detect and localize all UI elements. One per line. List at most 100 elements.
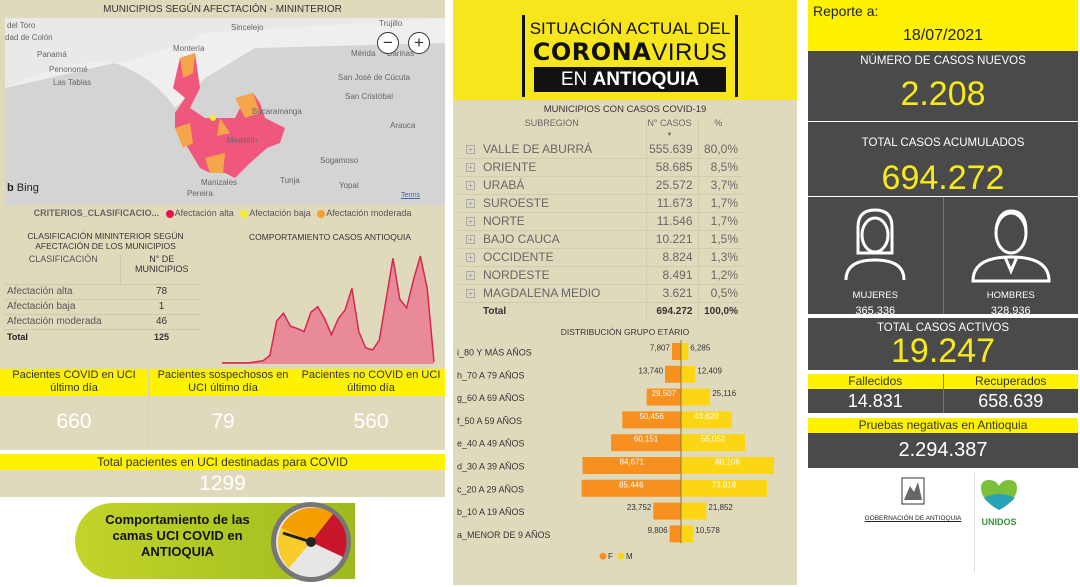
legend-item[interactable]: Afectación moderada [326,208,412,218]
sort-header-cell[interactable]: N° CASOS ▼ [645,118,698,140]
subregion-name: URABÁ [483,178,525,192]
uci-stats: Pacientes COVID en UCI último día 660 Pac… [0,369,445,448]
bar-m[interactable] [681,434,746,452]
bar-m-label: 73,918 [712,480,737,489]
bar-f[interactable] [665,365,681,383]
subregion-name: BAJO CAUCA [483,232,560,246]
outcomes-card: Fallecidos 14.831 Recuperados 658.639 [808,374,1078,413]
class-table-title: CLASIFICACIÓN MININTERIOR SEGÚN AFECTACI… [27,231,184,251]
deaths-label: Fallecidos [808,374,943,389]
bar-f[interactable] [671,343,681,360]
age-pyramid-chart: i_80 Y MÁS AÑOS 7,807 6,285 h_70 A 79 AÑOS 1… [457,340,775,561]
report-date: 18/07/2021 [902,27,984,44]
new-cases-label: NÚMERO DE CASOS NUEVOS [860,55,1026,67]
uci-stat-value: 560 [353,410,389,433]
map-label: Yopal [339,181,359,190]
map-label: Montería [173,44,205,53]
header-banner: SITUACIÓN ACTUAL DEL CORONAVIRUS EN ANTI… [453,0,797,100]
expand-icon[interactable]: + [466,217,475,227]
map-label: Arauca [390,121,416,130]
cell: 1 [120,299,200,315]
table-row: Afectación moderada 46 [4,314,200,330]
bar-m[interactable] [681,479,767,497]
bing-logo: b Bing [7,182,39,194]
bar-f[interactable] [582,457,681,474]
bar-f[interactable] [611,434,681,452]
new-cases-value: 2.208 [900,75,986,113]
map-label: Bucaramanga [252,107,302,116]
legend-item[interactable]: Afectación alta [174,208,234,218]
total-cases-value: 694.272 [881,159,1005,197]
bing-icon: b [7,182,14,194]
cell: 555.639 [645,140,698,159]
map[interactable]: del Toro dad de Colón Panamá Penonomé La… [5,18,445,205]
expand-icon[interactable]: + [466,235,475,245]
bar-m[interactable] [681,502,707,520]
negative-tests-label: Pruebas negativas en Antioquia [808,418,1078,433]
expand-icon[interactable]: + [466,289,475,299]
table-row[interactable]: + NORDESTE 8.491 1,2% [458,266,743,285]
table-row[interactable]: + SUROESTE 11.673 1,7% [458,194,743,213]
map-label: Sincelejo [231,23,264,32]
cell: 0,5% [697,284,743,303]
cell: Afectación alta [4,284,120,300]
zoom-in-button[interactable]: + [408,32,430,54]
legend-f-dot-icon [599,552,607,560]
uci-stat: Pacientes sospechosos en UCI último día 7… [148,369,297,448]
bar-m[interactable] [681,343,689,360]
table-row[interactable]: + URABÁ 25.572 3,7% [458,176,743,195]
map-label: Panamá [37,50,67,59]
bar-f[interactable] [653,502,681,520]
cell: 100,0% [697,302,743,320]
expand-icon[interactable]: + [466,199,475,209]
bar-m[interactable] [681,365,696,383]
header-corona: CORONA [532,38,652,66]
uci-total-value: 1299 [199,472,246,495]
table-row[interactable]: + VALLE DE ABURRÁ 555.639 80,0% [458,140,743,159]
table-row[interactable]: + BAJO CAUCA 10.221 1,5% [458,230,743,249]
cell: 11.546 [645,212,698,231]
cell: 10.221 [645,230,698,249]
cell: 3.621 [645,284,698,303]
legend-m[interactable]: M [626,552,633,561]
bar-f[interactable] [622,411,681,429]
cell: Afectación baja [4,299,120,315]
zoom-out-button[interactable]: − [377,32,399,54]
expand-icon[interactable]: + [466,145,475,155]
bar-m[interactable] [681,457,775,474]
cell: + SUROESTE [458,194,646,213]
expand-icon[interactable]: + [466,271,475,281]
bar-f[interactable] [646,388,681,406]
bar-f[interactable] [669,525,681,543]
header-cell[interactable]: SUBREGION [524,118,579,128]
table-row[interactable]: + OCCIDENTE 8.824 1,3% [458,248,743,267]
uci-stat-label: Pacientes COVID en UCI último día [12,369,136,394]
deaths-stat: Fallecidos 14.831 [808,374,944,413]
header-label: N° CASOS [647,118,692,128]
legend-item[interactable]: Afectación baja [249,208,311,218]
bar-m[interactable] [681,388,711,406]
bar-m-label: 12,409 [697,366,722,375]
legend-f[interactable]: F [608,552,613,561]
bar-m[interactable] [681,525,694,543]
bar-f[interactable] [581,479,681,497]
bar-f-label: 60,151 [634,435,659,444]
women-value: 365.336 [855,305,896,317]
table-row[interactable]: + NORTE 11.546 1,7% [458,212,743,231]
terms-link[interactable]: Terms [401,192,421,199]
header-cell[interactable]: % [697,118,743,140]
table-row[interactable]: + ORIENTE 58.685 8,5% [458,158,743,177]
age-group-label: b_10 A 19 AÑOS [457,507,525,517]
bar-m[interactable] [681,411,732,429]
table-row[interactable]: + MAGDALENA MEDIO 3.621 0,5% [458,284,743,303]
recovered-stat: Recuperados 658.639 [943,374,1078,413]
expand-icon[interactable]: + [466,181,475,191]
bar-f-label: 85,446 [619,480,644,489]
cell: 1,7% [697,212,743,231]
legend-label: CRITERIOS_CLASIFICACIO... [33,208,160,218]
cell: 8,5% [697,158,743,177]
bar-f-label: 9,806 [648,526,669,535]
expand-icon[interactable]: + [466,253,475,263]
gobernacion-text: GOBERNACIÓN DE ANTIOQUIA [864,515,962,522]
expand-icon[interactable]: + [466,163,475,173]
